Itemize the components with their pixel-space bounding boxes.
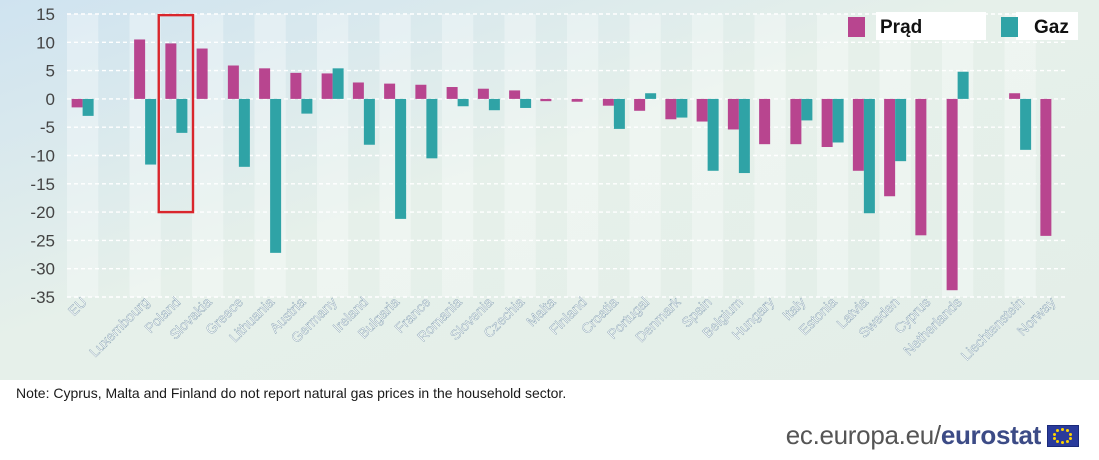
bar-gaz-portugal[interactable] <box>645 93 657 99</box>
y-tick-label: 0 <box>46 90 55 109</box>
bar-prad-luxembourg[interactable] <box>134 39 146 99</box>
bar-gaz-italy[interactable] <box>801 98 813 121</box>
bar-prad-norway[interactable] <box>1040 98 1052 236</box>
bar-prad-eu[interactable] <box>71 98 83 108</box>
legend-label-gaz: Gaz <box>1034 17 1069 38</box>
legend-label-bg <box>1016 12 1078 40</box>
y-tick-label: 5 <box>46 62 55 81</box>
footer-brand: eurostat <box>940 420 1041 450</box>
y-tick-label: 10 <box>36 33 55 52</box>
bar-gaz-austria[interactable] <box>301 98 313 114</box>
bar-prad-croatia[interactable] <box>602 98 614 106</box>
bar-gaz-latvia[interactable] <box>863 98 875 214</box>
bar-prad-czechia[interactable] <box>509 90 521 99</box>
bar-gaz-slovenia[interactable] <box>488 98 500 111</box>
y-tick-label: -20 <box>30 203 55 222</box>
bar-prad-netherlands[interactable] <box>946 98 958 291</box>
legend-label-prad: Prąd <box>880 17 922 38</box>
bar-gaz-estonia[interactable] <box>832 98 844 143</box>
bar-gaz-spain[interactable] <box>707 98 719 171</box>
y-tick-label: 15 <box>36 5 55 24</box>
legend-swatch-gaz <box>1001 17 1018 37</box>
bar-prad-france[interactable] <box>415 84 427 99</box>
bar-gaz-czechia[interactable] <box>520 98 532 108</box>
y-tick-label: -25 <box>30 231 55 250</box>
bar-prad-ireland[interactable] <box>352 82 364 99</box>
bar-prad-greece[interactable] <box>227 65 239 99</box>
bar-prad-poland[interactable] <box>165 43 177 99</box>
y-tick-label: -10 <box>30 147 55 166</box>
footer-source[interactable]: ec.europa.eu/eurostat <box>785 420 1042 451</box>
bar-gaz-germany[interactable] <box>332 68 344 99</box>
bar-gaz-croatia[interactable] <box>613 98 625 129</box>
bar-prad-slovakia[interactable] <box>196 48 208 99</box>
bar-gaz-liechtenstein[interactable] <box>1020 98 1032 150</box>
bar-prad-slovenia[interactable] <box>477 88 489 99</box>
bar-gaz-eu[interactable] <box>82 98 94 116</box>
y-tick-label: -15 <box>30 175 55 194</box>
bar-prad-lithuania[interactable] <box>259 68 271 99</box>
bar-prad-malta[interactable] <box>540 98 552 102</box>
bar-prad-estonia[interactable] <box>821 98 833 148</box>
bar-prad-bulgaria[interactable] <box>384 83 396 99</box>
bar-prad-cyprus[interactable] <box>915 98 927 236</box>
y-tick-label: -5 <box>40 118 55 137</box>
bar-gaz-greece[interactable] <box>238 98 250 167</box>
bar-gaz-romania[interactable] <box>457 98 469 107</box>
bar-gaz-sweden[interactable] <box>895 98 907 162</box>
bar-prad-hungary[interactable] <box>759 98 771 145</box>
highlight-box <box>157 13 195 214</box>
bar-gaz-netherlands[interactable] <box>957 71 969 99</box>
eu-flag-icon <box>1047 424 1079 447</box>
bar-prad-austria[interactable] <box>290 72 302 99</box>
legend-swatch-prad <box>848 17 865 37</box>
y-tick-label: -30 <box>30 260 55 279</box>
bar-gaz-denmark[interactable] <box>676 98 688 118</box>
bar-prad-germany[interactable] <box>321 73 333 99</box>
footer-url: ec.europa.eu/ <box>785 420 941 450</box>
bar-prad-finland[interactable] <box>571 98 583 102</box>
y-tick-label: -35 <box>30 288 55 307</box>
bar-prad-belgium[interactable] <box>727 98 739 130</box>
bar-prad-spain[interactable] <box>696 98 708 122</box>
bar-prad-denmark[interactable] <box>665 98 677 120</box>
bar-gaz-luxembourg[interactable] <box>145 98 157 165</box>
bar-gaz-belgium[interactable] <box>738 98 750 174</box>
legend-label-bg <box>876 12 986 40</box>
bar-gaz-poland[interactable] <box>176 98 188 133</box>
bar-prad-romania[interactable] <box>446 87 458 99</box>
bar-gaz-ireland[interactable] <box>363 98 375 145</box>
bar-gaz-bulgaria[interactable] <box>395 98 407 219</box>
bar-prad-liechtenstein[interactable] <box>1009 93 1021 99</box>
bar-prad-italy[interactable] <box>790 98 802 145</box>
chart-note: Note: Cyprus, Malta and Finland do not r… <box>16 385 567 401</box>
footer: ec.europa.eu/eurostat <box>786 420 1079 451</box>
bar-gaz-lithuania[interactable] <box>270 98 282 253</box>
bar-prad-sweden[interactable] <box>884 98 896 197</box>
bar-prad-latvia[interactable] <box>852 98 864 171</box>
bar-gaz-france[interactable] <box>426 98 438 159</box>
bar-prad-portugal[interactable] <box>634 98 646 111</box>
